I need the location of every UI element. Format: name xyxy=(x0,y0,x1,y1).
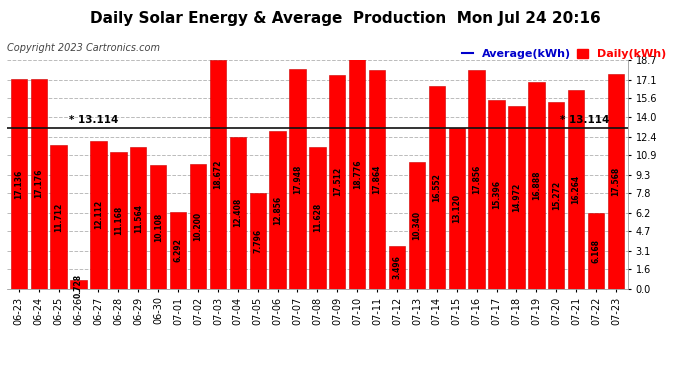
Bar xyxy=(269,132,286,289)
Text: * 13.114: * 13.114 xyxy=(69,115,119,125)
Bar xyxy=(170,212,186,289)
Text: 15.396: 15.396 xyxy=(492,180,501,209)
Text: 13.120: 13.120 xyxy=(452,194,461,223)
Bar xyxy=(469,70,485,289)
Text: 6.292: 6.292 xyxy=(174,238,183,262)
Text: 12.856: 12.856 xyxy=(273,195,282,225)
Bar xyxy=(548,102,564,289)
Bar xyxy=(70,280,87,289)
Text: 15.272: 15.272 xyxy=(552,181,561,210)
Text: 17.136: 17.136 xyxy=(14,170,23,199)
Bar xyxy=(309,147,326,289)
Text: 14.972: 14.972 xyxy=(512,183,521,212)
Text: 17.948: 17.948 xyxy=(293,164,302,194)
Text: 18.672: 18.672 xyxy=(213,160,222,189)
Bar xyxy=(110,152,126,289)
Bar xyxy=(190,164,206,289)
Bar xyxy=(50,146,67,289)
Text: 17.512: 17.512 xyxy=(333,167,342,196)
Legend: Average(kWh), Daily(kWh): Average(kWh), Daily(kWh) xyxy=(458,45,671,64)
Text: 18.776: 18.776 xyxy=(353,159,362,189)
Text: 17.864: 17.864 xyxy=(373,165,382,194)
Text: 17.176: 17.176 xyxy=(34,169,43,198)
Bar xyxy=(90,141,107,289)
Text: 11.168: 11.168 xyxy=(114,206,123,235)
Text: 6.168: 6.168 xyxy=(591,239,600,263)
Bar xyxy=(509,106,524,289)
Text: * 13.114: * 13.114 xyxy=(560,115,609,125)
Text: 12.408: 12.408 xyxy=(233,198,242,228)
Bar xyxy=(329,75,346,289)
Bar xyxy=(130,147,146,289)
Bar xyxy=(230,137,246,289)
Bar xyxy=(250,194,266,289)
Bar xyxy=(10,79,27,289)
Bar xyxy=(30,79,47,289)
Text: 10.340: 10.340 xyxy=(413,211,422,240)
Bar xyxy=(528,82,544,289)
Text: 11.628: 11.628 xyxy=(313,203,322,232)
Bar xyxy=(448,128,465,289)
Bar xyxy=(608,74,624,289)
Text: 7.796: 7.796 xyxy=(253,229,262,253)
Bar xyxy=(588,213,604,289)
Text: Daily Solar Energy & Average  Production  Mon Jul 24 20:16: Daily Solar Energy & Average Production … xyxy=(90,11,600,26)
Bar xyxy=(408,162,425,289)
Bar xyxy=(210,60,226,289)
Text: 16.264: 16.264 xyxy=(571,175,581,204)
Text: 11.564: 11.564 xyxy=(134,204,143,232)
Bar xyxy=(489,100,504,289)
Text: 12.112: 12.112 xyxy=(94,200,103,229)
Bar xyxy=(428,86,445,289)
Text: Copyright 2023 Cartronics.com: Copyright 2023 Cartronics.com xyxy=(7,43,160,53)
Bar xyxy=(369,70,385,289)
Text: 11.712: 11.712 xyxy=(54,202,63,232)
Bar xyxy=(150,165,166,289)
Text: 10.108: 10.108 xyxy=(154,212,163,242)
Bar xyxy=(349,59,366,289)
Text: 16.888: 16.888 xyxy=(532,171,541,200)
Text: 17.856: 17.856 xyxy=(472,165,481,194)
Text: 3.496: 3.496 xyxy=(393,255,402,279)
Text: 17.568: 17.568 xyxy=(611,166,620,196)
Text: 10.200: 10.200 xyxy=(193,212,202,241)
Bar xyxy=(389,246,405,289)
Bar xyxy=(568,90,584,289)
Bar xyxy=(289,69,306,289)
Text: 0.728: 0.728 xyxy=(74,274,83,298)
Text: 16.552: 16.552 xyxy=(433,173,442,202)
